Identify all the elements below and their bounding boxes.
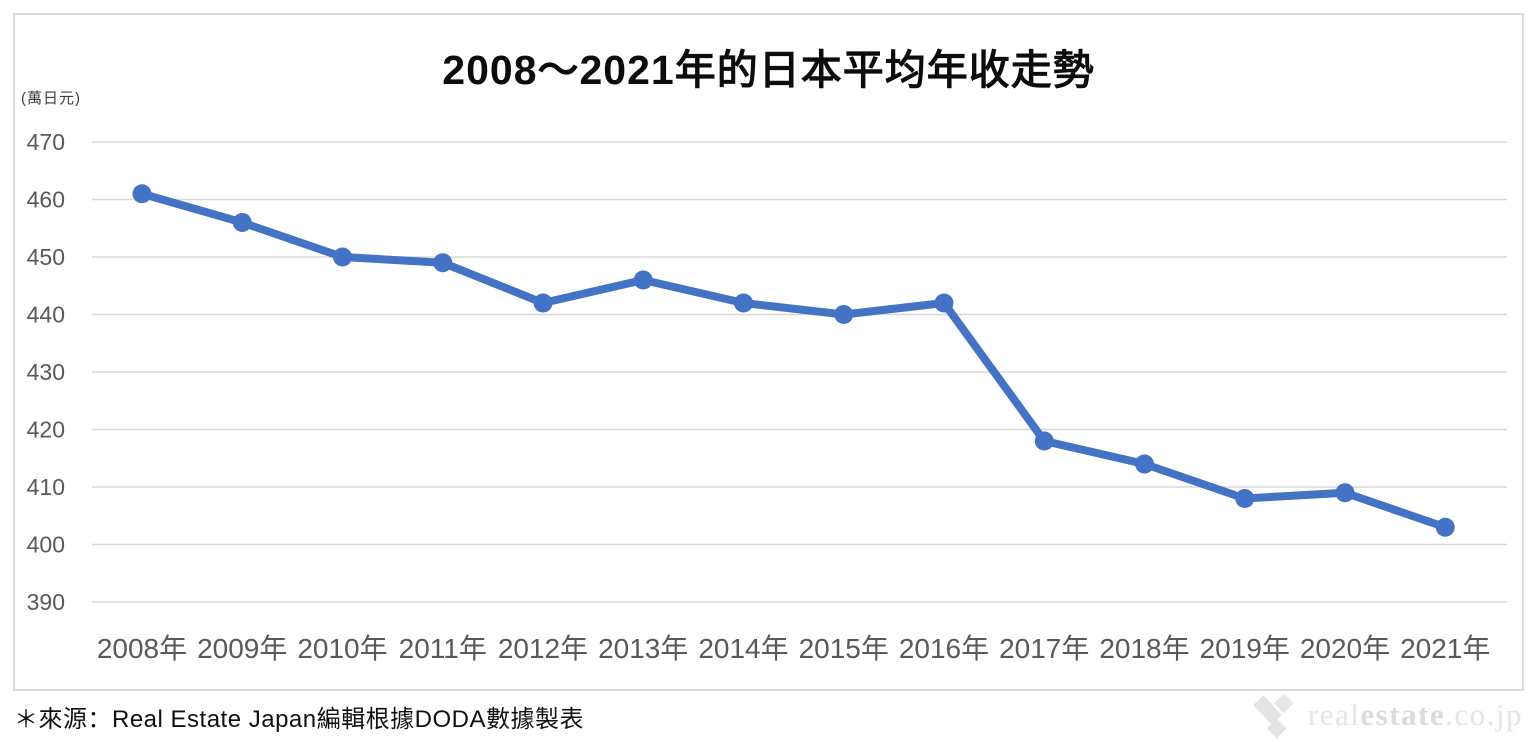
y-tick-label: 430	[27, 359, 65, 385]
data-point	[1335, 483, 1355, 503]
x-tick-label: 2009年	[197, 633, 287, 664]
data-point	[633, 270, 653, 290]
data-point	[734, 293, 753, 313]
x-tick-label: 2016年	[899, 633, 989, 664]
data-point	[533, 293, 553, 313]
y-tick-label: 450	[27, 244, 65, 270]
data-point	[1435, 517, 1455, 537]
x-tick-label: 2021年	[1400, 633, 1490, 664]
y-tick-label: 390	[27, 589, 65, 615]
x-tick-label: 2012年	[498, 633, 588, 664]
diamond-shape	[1273, 693, 1294, 714]
x-tick-label: 2018年	[1099, 633, 1189, 664]
logo-text-real: real	[1307, 697, 1361, 732]
trend-line	[138, 189, 1450, 532]
data-point	[834, 305, 854, 324]
logo-text-domain: .co.jp	[1445, 697, 1523, 732]
x-tick-label: 2008年	[97, 633, 187, 664]
source-note: ＊來源：Real Estate Japan編輯根據DODA數據製表	[14, 706, 584, 733]
y-tick-label: 420	[27, 417, 65, 443]
data-point	[232, 213, 252, 232]
x-tick-label: 2014年	[698, 633, 788, 664]
x-tick-label: 2013年	[598, 633, 688, 664]
x-tick-label: 2011年	[399, 633, 487, 664]
y-tick-label: 410	[27, 474, 65, 500]
data-point	[1135, 454, 1154, 474]
data-point	[934, 293, 954, 313]
diamond-cluster-icon	[1253, 693, 1294, 739]
diamond-shape	[1262, 705, 1282, 725]
y-axis-unit-label: (萬日元)	[21, 90, 81, 107]
chart-title: 2008〜2021年的日本平均年收走勢	[442, 47, 1095, 93]
data-point	[433, 253, 453, 273]
x-tick-label: 2015年	[799, 633, 889, 664]
data-point	[333, 247, 352, 267]
x-tick-label: 2010年	[297, 633, 387, 664]
data-point	[132, 184, 152, 204]
x-tick-label: 2019年	[1200, 633, 1290, 664]
data-point	[1034, 431, 1054, 451]
x-tick-label: 2020年	[1300, 633, 1390, 664]
chart-frame: 2008〜2021年的日本平均年收走勢 (萬日元) 470 460 450 440 43…	[13, 13, 1524, 691]
logo-text-estate: estate	[1360, 697, 1446, 732]
x-tick-label: 2017年	[999, 633, 1089, 664]
line-chart: 470 460 450 440 430 420 410 400 390 2008年 2009年 201…	[27, 129, 1507, 664]
y-tick-label: 460	[27, 187, 65, 213]
y-tick-label: 400	[27, 532, 65, 558]
y-tick-label: 470	[27, 129, 65, 155]
realestate-logo: realestate.co.jp	[1248, 688, 1523, 742]
data-point	[1235, 489, 1255, 508]
y-tick-label: 440	[27, 302, 65, 328]
